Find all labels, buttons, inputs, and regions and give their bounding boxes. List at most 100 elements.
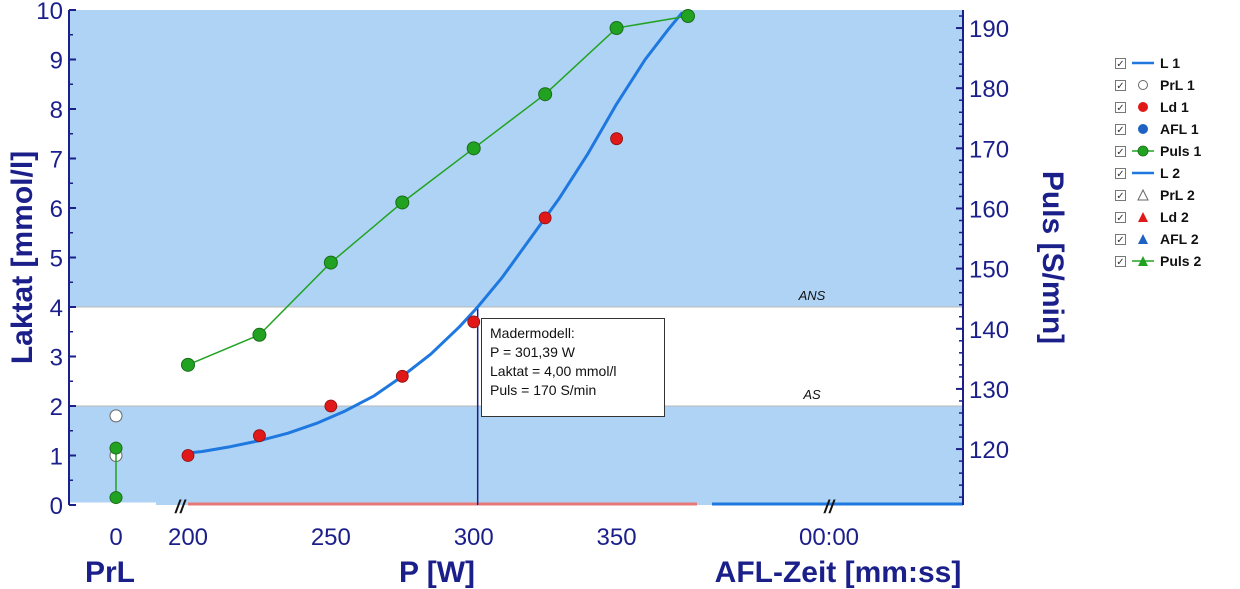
legend-item-ld1[interactable]: ✓ Ld 1 (1115, 96, 1235, 118)
blue-line-icon (1132, 171, 1154, 175)
lactate-point (467, 315, 481, 329)
legend-item-puls2[interactable]: ✓ Puls 2 (1115, 250, 1235, 272)
y-right-tick-label: 160 (969, 196, 1009, 223)
prl-axis-label: PrL (85, 556, 135, 589)
legend-label: AFL 1 (1160, 121, 1199, 137)
pulse-point (395, 195, 410, 210)
pulse-line (187, 15, 689, 366)
legend-checkbox[interactable]: ✓ (1115, 57, 1126, 70)
lactate-point (181, 449, 195, 462)
pulse-point (538, 87, 553, 102)
legend-item-puls1[interactable]: ✓ Puls 1 (1115, 140, 1235, 162)
y-left-axis-label: Laktat [mmol/l] (6, 151, 39, 364)
pulse-point (466, 141, 481, 156)
legend-label: Ld 2 (1160, 209, 1189, 225)
lactate-point (395, 369, 409, 383)
callout-title: Madermodell: (490, 325, 575, 341)
lactate-point (610, 132, 623, 146)
axis-break-icon: // (823, 497, 836, 517)
chart-marks (109, 9, 695, 505)
y-left-tick-label: 9 (50, 48, 63, 75)
madermodell-callout: Madermodell: P = 301,39 W Laktat = 4,00 … (481, 318, 665, 417)
callout-power: P = 301,39 W (490, 344, 575, 360)
prl-pulse-point (109, 441, 123, 455)
y-left-tick-label: 6 (50, 196, 63, 223)
legend-item-ld2[interactable]: ✓ Ld 2 (1115, 206, 1235, 228)
y-left-tick-label: 4 (50, 295, 63, 322)
legend-label: Ld 1 (1160, 99, 1189, 115)
x-tick-label: 200 (168, 524, 208, 551)
y-right-tick-label: 180 (969, 76, 1009, 103)
red-circle-icon (1138, 102, 1148, 112)
pulse-point (681, 9, 695, 24)
legend-label: L 2 (1160, 165, 1180, 181)
callout-lactate: Laktat = 4,00 mmol/l (490, 363, 617, 379)
legend-item-prl2[interactable]: ✓ PrL 2 (1115, 184, 1235, 206)
as-label: AS (802, 387, 821, 402)
red-triangle-icon (1138, 212, 1148, 222)
legend-checkbox[interactable]: ✓ (1115, 101, 1126, 114)
legend-item-l1[interactable]: ✓ L 1 (1115, 52, 1235, 74)
y-left-tick-label: 10 (36, 0, 63, 25)
y-right-tick-label: 140 (969, 317, 1009, 344)
y-left-tick-label: 0 (50, 493, 63, 520)
y-left-tick-label: 3 (50, 345, 63, 372)
blue-line-icon (1132, 61, 1154, 65)
pulse-point (323, 255, 338, 270)
legend-item-afl2[interactable]: ✓ AFL 2 (1115, 228, 1235, 250)
lactate-point (253, 429, 266, 443)
lactate-point (538, 211, 552, 225)
pulse-point (181, 357, 195, 372)
afl-tick-label: 00:00 (799, 524, 859, 551)
axes: // // 0 1 2 3 4 5 6 7 8 9 10 Laktat [mmol/l] 120 130 140… (6, 0, 1069, 589)
legend-checkbox[interactable]: ✓ (1115, 167, 1126, 180)
x-tick-label: 350 (597, 524, 637, 551)
y-right-tick-label: 150 (969, 257, 1009, 284)
legend-checkbox[interactable]: ✓ (1115, 79, 1126, 92)
pulse-point (252, 327, 267, 342)
pulse-point (609, 21, 624, 36)
y-right-tick-label: 170 (969, 136, 1009, 163)
legend-checkbox[interactable]: ✓ (1115, 255, 1126, 268)
legend-item-prl1[interactable]: ✓ PrL 1 (1115, 74, 1235, 96)
prl-tick-label: 0 (109, 524, 122, 551)
x-axis-label: P [W] (399, 556, 475, 589)
afl-axis-label: AFL-Zeit [mm:ss] (715, 556, 962, 589)
axis-break-icon: // (174, 497, 187, 517)
ans-label: ANS (798, 288, 826, 303)
legend-label: AFL 2 (1160, 231, 1199, 247)
legend-item-afl1[interactable]: ✓ AFL 1 (1115, 118, 1235, 140)
legend-checkbox[interactable]: ✓ (1115, 145, 1126, 158)
legend-label: Puls 1 (1160, 143, 1202, 159)
x-tick-label: 250 (311, 524, 351, 551)
green-line-triangle-icon (1132, 256, 1154, 266)
green-line-circle-icon (1132, 145, 1154, 157)
legend-label: L 1 (1160, 55, 1180, 71)
y-left-tick-label: 1 (50, 444, 63, 471)
callout-pulse: Puls = 170 S/min (490, 382, 597, 398)
prl-pulse-point (109, 491, 123, 505)
legend-checkbox[interactable]: ✓ (1115, 123, 1126, 136)
y-right-tick-label: 190 (969, 16, 1009, 43)
prl-point (109, 409, 123, 423)
lactate-point (324, 399, 338, 413)
blue-circle-icon (1138, 124, 1148, 134)
legend-checkbox[interactable]: ✓ (1115, 211, 1126, 224)
white-triangle-icon (1137, 188, 1149, 201)
y-right-axis-label: Puls [S/min] (1036, 171, 1069, 344)
legend-checkbox[interactable]: ✓ (1115, 233, 1126, 246)
legend-label: PrL 1 (1160, 77, 1195, 93)
legend-label: PrL 2 (1160, 187, 1195, 203)
y-left-tick-label: 5 (50, 246, 63, 273)
white-circle-icon (1138, 80, 1148, 90)
y-right-tick-label: 120 (969, 437, 1009, 464)
legend: ✓ L 1 ✓ PrL 1 ✓ Ld 1 ✓ AFL 1 ✓ Puls 1 ✓ … (1115, 52, 1235, 272)
y-left-tick-label: 7 (50, 147, 63, 174)
y-right-tick-label: 130 (969, 377, 1009, 404)
legend-checkbox[interactable]: ✓ (1115, 189, 1126, 202)
x-tick-label: 300 (454, 524, 494, 551)
legend-item-l2[interactable]: ✓ L 2 (1115, 162, 1235, 184)
blue-triangle-icon (1138, 234, 1148, 244)
y-left-tick-label: 8 (50, 97, 63, 124)
